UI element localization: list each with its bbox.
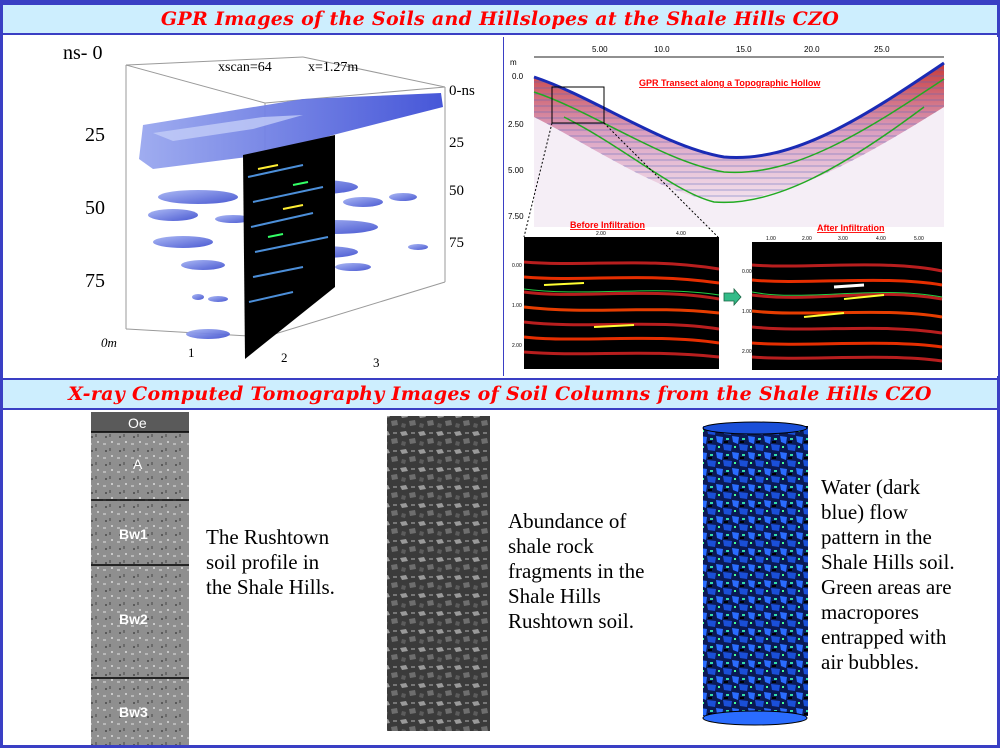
transect-left-tick: 0.0 <box>512 72 524 81</box>
transect-top-ticks: 5.00 10.0 15.0 20.0 25.0 <box>592 45 890 54</box>
caption-line: Shale Hills soil. <box>821 550 955 574</box>
transect-title: GPR Transect along a Topographic Hollow <box>639 78 821 88</box>
inset-left-tick: 0.00 <box>512 263 522 269</box>
ct-panel: Oe A Bw1 Bw2 Bw3 The Rushtown soil profi… <box>3 412 997 745</box>
caption-line: fragments in the <box>508 559 645 583</box>
horizon-oe-label: Oe <box>128 415 147 431</box>
xscan-label: xscan=64 <box>218 60 272 75</box>
water-flow-column <box>702 421 808 726</box>
x-position-label: x=1.27m <box>308 60 358 75</box>
horizon-bw2-label: Bw2 <box>119 611 148 627</box>
after-top-tick: 2.00 <box>802 236 812 242</box>
before-top-tick: 4.00 <box>676 231 686 237</box>
after-top-tick: 1.00 <box>766 236 776 242</box>
slice-hot-reflections <box>257 164 304 210</box>
after-left-tick: 2.00 <box>742 349 752 355</box>
left-tick-25: 25 <box>85 124 105 146</box>
right-tick-25: 25 <box>449 135 464 151</box>
caption-line: blue) flow <box>821 500 908 524</box>
horizon-a-label: A <box>133 456 143 472</box>
bottom-origin-label: 0m <box>101 335 117 350</box>
transect-top-tick: 20.0 <box>804 45 820 54</box>
caption-line: Shale Hills <box>508 584 601 608</box>
rushtown-profile-caption: The Rushtown soil profile in the Shale H… <box>206 525 386 600</box>
caption-line: Water (dark <box>821 475 921 499</box>
caption-line: Green areas are <box>821 575 952 599</box>
before-infiltration-label: Before Infiltration <box>570 220 645 230</box>
after-left-tick: 0.00 <box>742 269 752 275</box>
bottom-tick-2: 2 <box>281 350 288 365</box>
bedrock-interface-line <box>563 106 925 204</box>
transect-top-tick: 25.0 <box>874 45 890 54</box>
water-flow-caption: Water (dark blue) flow pattern in the Sh… <box>821 475 996 675</box>
left-tick-75: 75 <box>85 270 105 292</box>
before-infiltration-inset <box>523 237 720 369</box>
ct-figures: Oe A Bw1 Bw2 Bw3 <box>91 412 808 745</box>
transect-left-tick: 7.50 <box>508 212 524 221</box>
transect-background <box>534 63 944 227</box>
transect-top-tick: 10.0 <box>654 45 670 54</box>
radargram-slice <box>243 135 335 359</box>
transect-axis-unit: m <box>510 58 517 67</box>
caption-line: pattern in the <box>821 525 932 549</box>
caption-line: The Rushtown <box>206 525 330 549</box>
gpr-transect-figure: 5.00 10.0 15.0 20.0 25.0 m 0.0 2.50 5.00… <box>504 37 998 376</box>
before-top-tick: 2.00 <box>596 231 606 237</box>
transect-left-tick: 2.50 <box>508 120 524 129</box>
gpr-section-title: GPR Images of the Soils and Hillslopes a… <box>3 3 997 35</box>
transect-left-tick: 5.00 <box>508 166 524 175</box>
caption-line: Abundance of <box>508 509 627 533</box>
inset-left-tick: 1.00 <box>512 303 522 309</box>
after-left-tick: 1.00 <box>742 309 752 315</box>
caption-line: Rushtown soil. <box>508 609 635 633</box>
inset-left-tick: 2.00 <box>512 343 522 349</box>
gpr-3d-figure: xscan=64 x=1.27m ns- 0 25 50 75 0-ns 25 … <box>63 42 475 370</box>
right-axis-label: 0-ns <box>449 83 475 99</box>
caption-line: entrapped with <box>821 625 947 649</box>
bottom-tick-1: 1 <box>188 345 195 360</box>
gpr-transect-panel: 5.00 10.0 15.0 20.0 25.0 m 0.0 2.50 5.00… <box>503 37 998 376</box>
rushtown-profile-column: Oe A Bw1 Bw2 Bw3 <box>91 412 189 745</box>
horizon-bw1-label: Bw1 <box>119 526 148 542</box>
left-axis-label: ns- 0 <box>63 42 102 64</box>
slice-reflections <box>247 164 329 303</box>
caption-line: macropores <box>821 600 919 624</box>
after-top-tick: 3.00 <box>838 236 848 242</box>
upper-reflector-surface <box>139 93 443 169</box>
after-top-tick: 5.00 <box>914 236 924 242</box>
right-tick-75: 75 <box>449 235 464 251</box>
comparison-arrow-icon <box>723 287 742 307</box>
zoom-leader-left <box>523 122 553 238</box>
caption-line: soil profile in <box>206 550 320 574</box>
soil-horizon-line <box>533 78 945 174</box>
after-infiltration-label: After Infiltration <box>817 223 885 233</box>
gpr-3d-panel: xscan=64 x=1.27m ns- 0 25 50 75 0-ns 25 … <box>3 37 495 376</box>
left-tick-50: 50 <box>85 197 105 219</box>
transect-top-tick: 5.00 <box>592 45 608 54</box>
after-infiltration-inset <box>751 242 943 370</box>
caption-line: shale rock <box>508 534 594 558</box>
bottom-tick-3: 3 <box>373 355 380 370</box>
ground-surface-line <box>533 61 945 160</box>
caption-line: the Shale Hills. <box>206 575 335 599</box>
horizon-bw3-label: Bw3 <box>119 704 148 720</box>
zoom-leader-right <box>603 122 719 238</box>
ct-section-title: X-ray Computed Tomography Images of Soil… <box>3 378 997 410</box>
zoom-box <box>551 86 605 124</box>
transect-radargram-texture <box>534 63 944 202</box>
shale-fragments-caption: Abundance of shale rock fragments in the… <box>508 509 678 634</box>
slice-green-reflections <box>267 181 309 238</box>
reflector-highlight <box>153 115 303 141</box>
after-top-tick: 4.00 <box>876 236 886 242</box>
transect-top-tick: 15.0 <box>736 45 752 54</box>
caption-line: air bubbles. <box>821 650 919 674</box>
shale-fragments-column <box>387 416 490 731</box>
right-tick-50: 50 <box>449 183 464 199</box>
